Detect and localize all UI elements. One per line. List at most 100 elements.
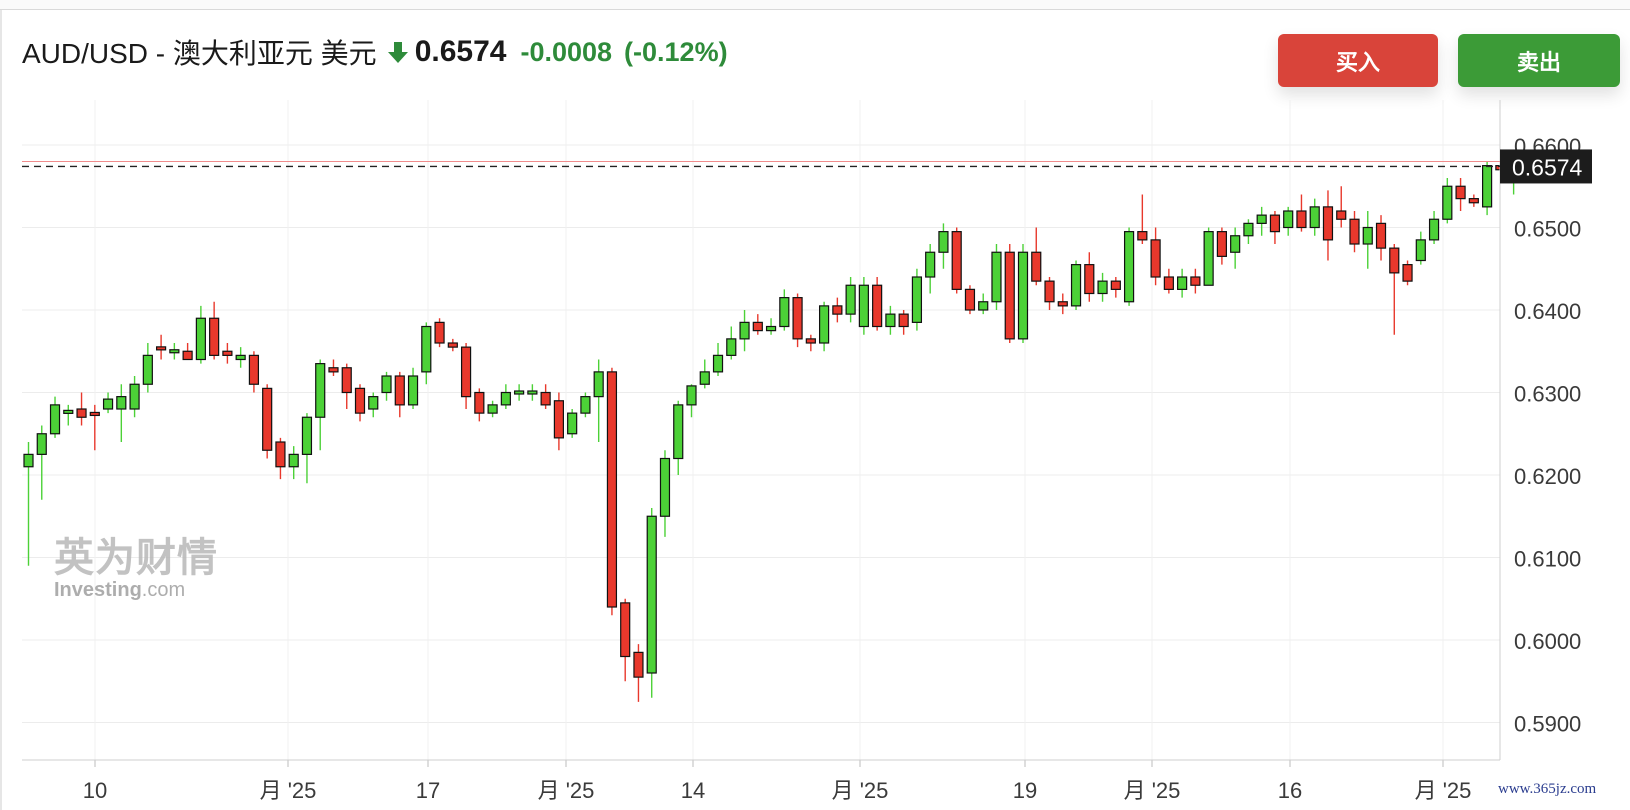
- buy-button[interactable]: 买入: [1278, 34, 1438, 87]
- candle-body: [195, 317, 206, 361]
- candle-body: [1455, 185, 1466, 200]
- candle-body: [951, 231, 962, 290]
- source-url: www.365jz.com: [1498, 781, 1597, 797]
- candle: [964, 285, 976, 315]
- candle-body: [752, 321, 763, 332]
- candle-body: [1296, 210, 1307, 229]
- candle: [978, 293, 989, 315]
- candle: [1044, 277, 1055, 310]
- candle: [726, 326, 737, 360]
- candle: [925, 244, 936, 294]
- chart-grid: [22, 100, 1500, 760]
- investing-watermark: 英为财情 Investing.com: [54, 525, 218, 602]
- y-tick-label: 0.6400: [1514, 299, 1581, 324]
- candle-body: [1256, 214, 1267, 224]
- candle: [553, 392, 565, 451]
- price-change: -0.0008: [520, 36, 613, 67]
- x-tick-label: 月 '25: [1124, 778, 1181, 803]
- candle: [1057, 293, 1068, 315]
- candle-body: [580, 396, 591, 414]
- candle: [381, 371, 392, 401]
- candle: [1070, 260, 1082, 310]
- candle-body: [553, 400, 565, 439]
- candle: [1296, 194, 1307, 232]
- candle-body: [845, 284, 856, 315]
- candle: [1415, 231, 1426, 265]
- candle: [235, 347, 246, 368]
- x-tick-label: 10: [83, 778, 107, 803]
- candle-body: [169, 349, 180, 354]
- candle-body: [1057, 301, 1068, 307]
- x-tick-label: 19: [1013, 778, 1037, 803]
- candle-body: [368, 396, 379, 410]
- candle: [328, 359, 339, 376]
- candle-body: [354, 387, 366, 414]
- candle-body: [288, 453, 299, 468]
- candle: [1230, 227, 1241, 269]
- candle: [1269, 211, 1281, 244]
- candle-body: [779, 297, 790, 328]
- candle-body: [1309, 206, 1320, 229]
- candle: [341, 363, 352, 409]
- candle-body: [142, 354, 153, 385]
- candle-body: [301, 416, 313, 455]
- sell-button[interactable]: 卖出: [1458, 34, 1620, 87]
- candle-body: [1190, 276, 1201, 286]
- candle-body: [964, 288, 976, 311]
- candle-body: [1375, 222, 1387, 249]
- candle-body: [938, 231, 949, 253]
- candle: [222, 343, 233, 364]
- candle-body: [593, 371, 604, 398]
- candle: [1389, 244, 1400, 335]
- candle: [1017, 244, 1029, 343]
- candle-body: [341, 367, 352, 394]
- window-top-edge: [0, 0, 1630, 10]
- candle-body: [500, 391, 511, 406]
- candle: [686, 384, 697, 418]
- candle: [938, 223, 949, 269]
- x-tick-label: 月 '25: [260, 778, 317, 803]
- candle-body: [1216, 231, 1228, 257]
- candle: [805, 334, 816, 352]
- candle-body: [407, 375, 419, 406]
- candle-body: [1389, 247, 1400, 274]
- candle: [23, 442, 34, 566]
- candle-body: [116, 396, 127, 410]
- candle-body: [527, 390, 538, 395]
- candle: [765, 318, 777, 335]
- x-tick-label: 17: [416, 778, 440, 803]
- candle-body: [673, 404, 684, 460]
- candle-body: [421, 325, 432, 373]
- y-tick-label: 0.6000: [1514, 629, 1581, 654]
- candle-body: [1084, 264, 1095, 295]
- candle: [195, 305, 206, 364]
- candle-body: [63, 409, 74, 414]
- candle: [1004, 244, 1015, 343]
- candle-body: [1070, 264, 1082, 307]
- candle: [76, 392, 87, 426]
- candle-body: [659, 457, 671, 517]
- x-tick-label: 月 '25: [1415, 778, 1472, 803]
- candle: [288, 446, 299, 480]
- candle-body: [978, 301, 989, 311]
- candle-body: [129, 383, 140, 410]
- candle: [1123, 227, 1135, 306]
- candle: [354, 384, 366, 422]
- candle-body: [606, 371, 618, 608]
- candle: [818, 301, 830, 352]
- candle-body: [447, 342, 458, 348]
- candle-body: [275, 441, 286, 468]
- candle: [832, 297, 843, 323]
- candle: [1309, 198, 1320, 236]
- candle: [606, 367, 618, 616]
- candle-body: [1349, 218, 1360, 245]
- candle: [116, 384, 127, 442]
- candle-body: [540, 391, 551, 406]
- watermark-en: Investing.com: [54, 579, 218, 602]
- candle-body: [1362, 226, 1373, 245]
- pair-title: AUD/USD - 澳大利亚元 美元: [22, 38, 377, 69]
- candle-body: [394, 375, 405, 406]
- candle: [182, 343, 193, 361]
- candle-body: [1283, 210, 1294, 229]
